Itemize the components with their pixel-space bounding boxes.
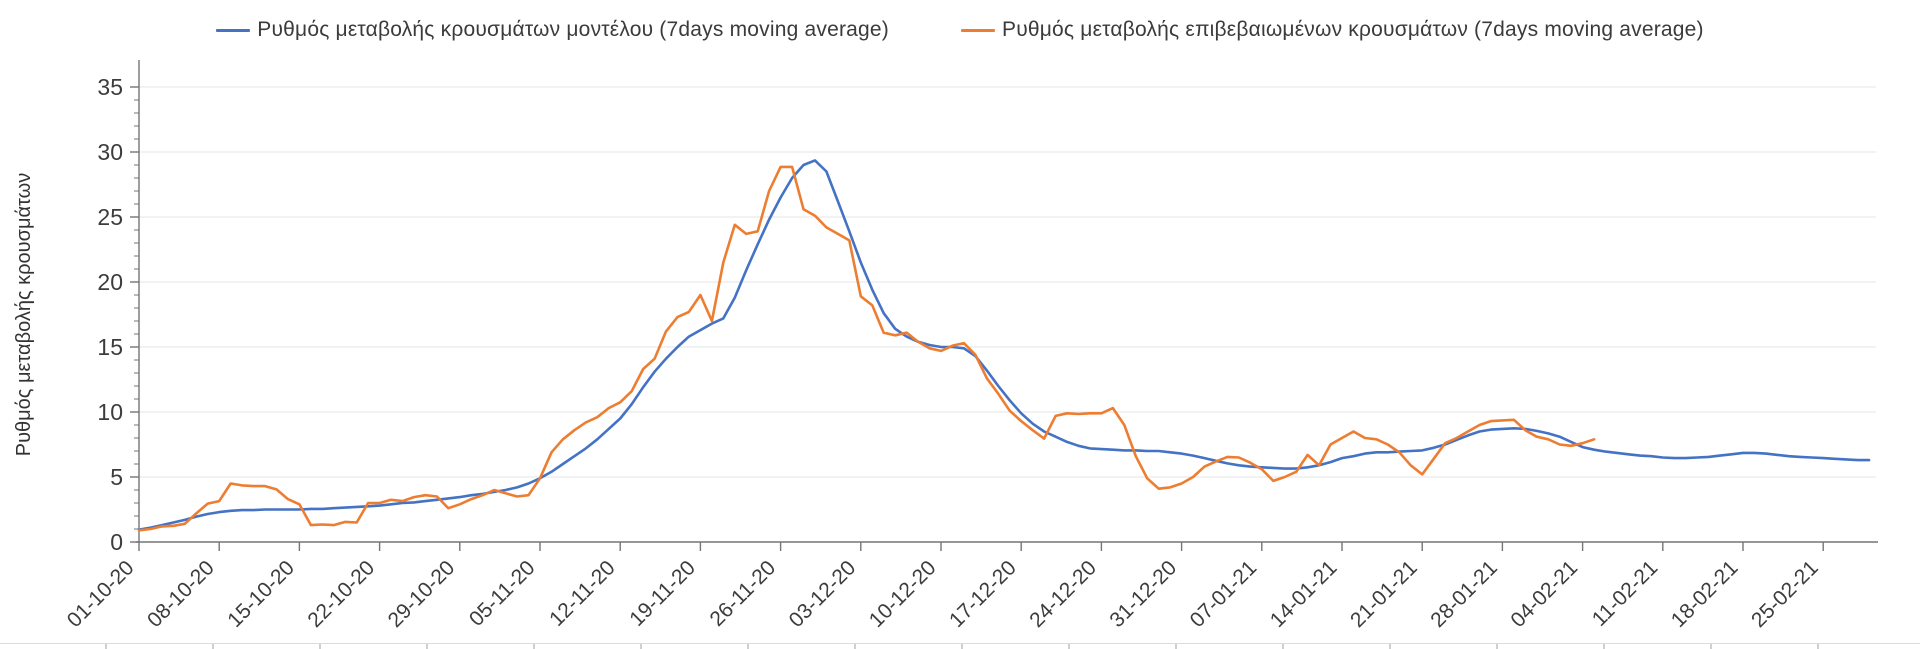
- x-tick-label: 04-02-21: [1506, 556, 1582, 632]
- x-tick-label: 18-02-21: [1667, 556, 1743, 632]
- x-tick-label: 28-01-21: [1426, 556, 1502, 632]
- legend-label-confirmed: Ρυθμός μεταβολής επιβεβαιωμένων κρουσμάτ…: [1001, 18, 1704, 41]
- y-axis-title: Ρυθμός μεταβολής κρουσμάτων: [13, 173, 35, 457]
- x-tick-label: 24-12-20: [1025, 556, 1101, 632]
- x-tick-label: 11-02-21: [1588, 556, 1663, 631]
- x-tick-label: 21-01-21: [1346, 556, 1422, 632]
- y-tick-label: 30: [97, 139, 123, 165]
- x-tick-label: 03-12-20: [785, 556, 861, 632]
- y-tick-label: 35: [97, 74, 123, 100]
- x-tick-label: 10-12-20: [865, 556, 941, 632]
- x-tick-label: 14-01-21: [1266, 556, 1342, 632]
- series-line-confirmed: [137, 165, 1596, 532]
- x-tick-label: 22-10-20: [303, 556, 379, 632]
- x-tick-label: 01-10-20: [63, 556, 139, 632]
- x-tick-label: 12-11-20: [545, 556, 620, 631]
- y-tick-label: 5: [110, 464, 123, 490]
- x-tick-label: 08-10-20: [143, 556, 219, 632]
- y-tick-label: 20: [97, 269, 123, 295]
- y-tick-label: 25: [97, 204, 123, 230]
- legend-line-swatch-confirmed: [960, 28, 995, 32]
- x-tick-label: 25-02-21: [1747, 556, 1823, 632]
- legend: Ρυθμός μεταβολής κρουσμάτων μοντέλου (7d…: [0, 18, 1920, 42]
- x-tick-label: 15-10-20: [223, 556, 299, 632]
- x-tick-label: 29-10-20: [384, 556, 460, 632]
- y-tick-label: 10: [97, 399, 123, 425]
- legend-item-model[interactable]: Ρυθμός μεταβολής κρουσμάτων μοντέλου (7d…: [216, 18, 889, 42]
- legend-item-confirmed[interactable]: Ρυθμός μεταβολής επιβεβαιωμένων κρουσμάτ…: [960, 18, 1704, 42]
- next-chart-top-edge: [0, 643, 1920, 649]
- x-tick-label: 05-11-20: [465, 556, 540, 631]
- legend-label-model: Ρυθμός μεταβολής κρουσμάτων μοντέλου (7d…: [257, 18, 889, 41]
- x-tick-label: 19-11-20: [625, 556, 700, 631]
- x-tick-label: 31-12-20: [1105, 556, 1181, 632]
- y-tick-label: 15: [97, 334, 123, 360]
- y-tick-label: 0: [110, 529, 123, 555]
- x-tick-label: 07-01-21: [1186, 556, 1262, 632]
- x-tick-label: 17-12-20: [945, 556, 1021, 632]
- x-tick-label: 26-11-20: [706, 556, 781, 631]
- legend-line-swatch-model: [216, 28, 251, 32]
- series-line-model: [137, 159, 1871, 531]
